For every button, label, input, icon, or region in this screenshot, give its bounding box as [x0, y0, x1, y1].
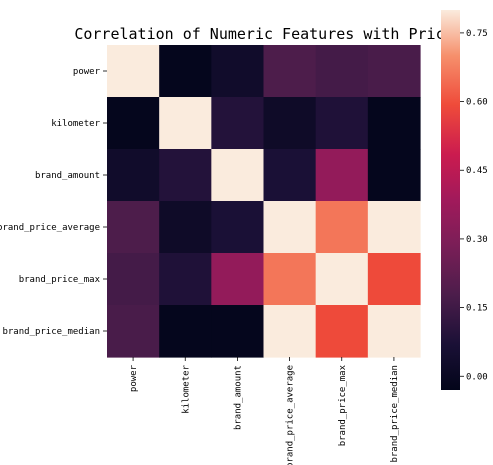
heatmap-cell: [159, 45, 212, 98]
column-label: brand_price_max: [338, 364, 348, 446]
heatmap-cell: [263, 305, 317, 358]
heatmap-cell: [107, 305, 160, 358]
heatmap-cell: [315, 201, 369, 254]
colorbar-tick-label: 0.15: [466, 304, 488, 314]
heatmap-cell: [211, 45, 265, 98]
colorbar-tick-label: 0.00: [466, 372, 488, 382]
column-label: power: [129, 364, 139, 392]
heatmap-cell: [211, 201, 265, 254]
colorbar-tick-label: 0.75: [466, 29, 488, 39]
heatmap-cell: [107, 97, 160, 150]
heatmap-cell: [263, 201, 317, 254]
heatmap-cells: [107, 45, 421, 358]
heatmap-cell: [107, 253, 160, 306]
row-label: brand_price_median: [2, 327, 100, 337]
colorbar-tick-label: 0.30: [466, 235, 488, 245]
colorbar-ticks: 0.00 0.15 0.30 0.45 0.60 0.75: [460, 29, 488, 382]
heatmap-cell: [159, 305, 212, 358]
heatmap-cell: [263, 45, 317, 98]
heatmap-cell: [367, 149, 421, 202]
colorbar-tick-label: 0.60: [466, 98, 488, 108]
heatmap-cell: [315, 97, 369, 150]
heatmap-cell: [159, 201, 212, 254]
heatmap-cell: [211, 305, 265, 358]
heatmap-cell: [211, 253, 265, 306]
heatmap-cell: [263, 149, 317, 202]
heatmap-cell: [315, 253, 369, 306]
chart-title: Correlation of Numeric Features with Pri…: [74, 25, 453, 43]
heatmap-cell: [159, 97, 212, 150]
row-label: brand_price_average: [0, 223, 100, 233]
column-label: brand_price_average: [286, 365, 296, 465]
row-label: brand_price_max: [19, 275, 101, 285]
column-labels: power kilometer brand_amount brand_price_av…: [129, 357, 400, 465]
heatmap-cell: [107, 45, 160, 98]
heatmap-cell: [315, 45, 369, 98]
heatmap-cell: [159, 149, 212, 202]
heatmap-cell: [107, 201, 160, 254]
heatmap-cell: [107, 149, 160, 202]
colorbar: [441, 10, 460, 390]
heatmap-cell: [211, 149, 265, 202]
column-label: kilometer: [181, 364, 191, 413]
heatmap-cell: [315, 305, 369, 358]
row-label: kilometer: [51, 119, 100, 129]
colorbar-tick-label: 0.45: [466, 166, 488, 176]
column-label: brand_amount: [233, 365, 243, 430]
heatmap-cell: [263, 97, 317, 150]
heatmap-cell: [367, 201, 421, 254]
heatmap-cell: [263, 253, 317, 306]
row-label: power: [73, 67, 101, 77]
row-labels: power kilometer brand_amount brand_price_av…: [0, 67, 107, 337]
heatmap-cell: [315, 149, 369, 202]
heatmap-cell: [367, 97, 421, 150]
heatmap-cell: [367, 253, 421, 306]
column-label: brand_price_median: [390, 365, 400, 463]
heatmap-cell: [367, 305, 421, 358]
heatmap-cell: [159, 253, 212, 306]
heatmap-cell: [367, 45, 421, 98]
heatmap-cell: [211, 97, 265, 150]
row-label: brand_amount: [35, 171, 100, 181]
